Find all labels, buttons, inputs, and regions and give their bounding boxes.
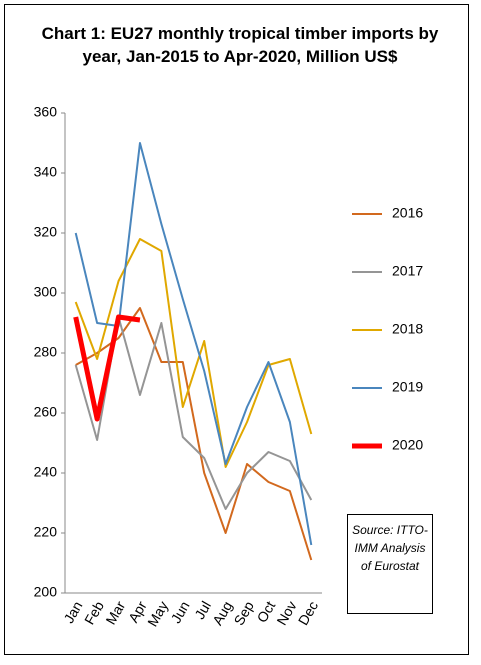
series-line <box>73 314 141 422</box>
chart-title: Chart 1: EU27 monthly tropical timber im… <box>41 24 439 66</box>
x-tick-label: Nov <box>273 598 299 628</box>
y-tick-label: 260 <box>34 404 58 420</box>
y-tick-label: 320 <box>34 224 58 240</box>
y-tick-label: 200 <box>34 584 58 600</box>
x-tick-label: Feb <box>81 598 107 627</box>
x-tick-label: Aug <box>209 598 235 628</box>
source-note: Source: ITTO-IMM Analysis of Eurostat <box>347 514 433 614</box>
x-tick-label: Jan <box>60 598 85 626</box>
series-line <box>74 238 313 468</box>
legend-label: 2017 <box>392 263 423 279</box>
frame <box>4 4 469 655</box>
legend-label: 2018 <box>392 321 423 337</box>
legend-label: 2016 <box>392 205 423 221</box>
y-tick-label: 220 <box>34 524 58 540</box>
y-tick-label: 300 <box>34 284 58 300</box>
y-tick-label: 340 <box>34 164 58 180</box>
x-tick-label: Jun <box>167 598 192 626</box>
x-tick-label: Jul <box>191 598 214 622</box>
legend-label: 2019 <box>392 379 423 395</box>
y-tick-label: 240 <box>34 464 58 480</box>
y-tick-label: 280 <box>34 344 58 360</box>
x-tick-label: May <box>144 598 171 629</box>
x-tick-label: Mar <box>102 598 128 627</box>
x-tick-label: Dec <box>295 598 321 628</box>
legend-label: 2020 <box>392 437 423 453</box>
y-tick-label: 360 <box>34 104 58 120</box>
x-tick-label: Sep <box>231 598 257 628</box>
